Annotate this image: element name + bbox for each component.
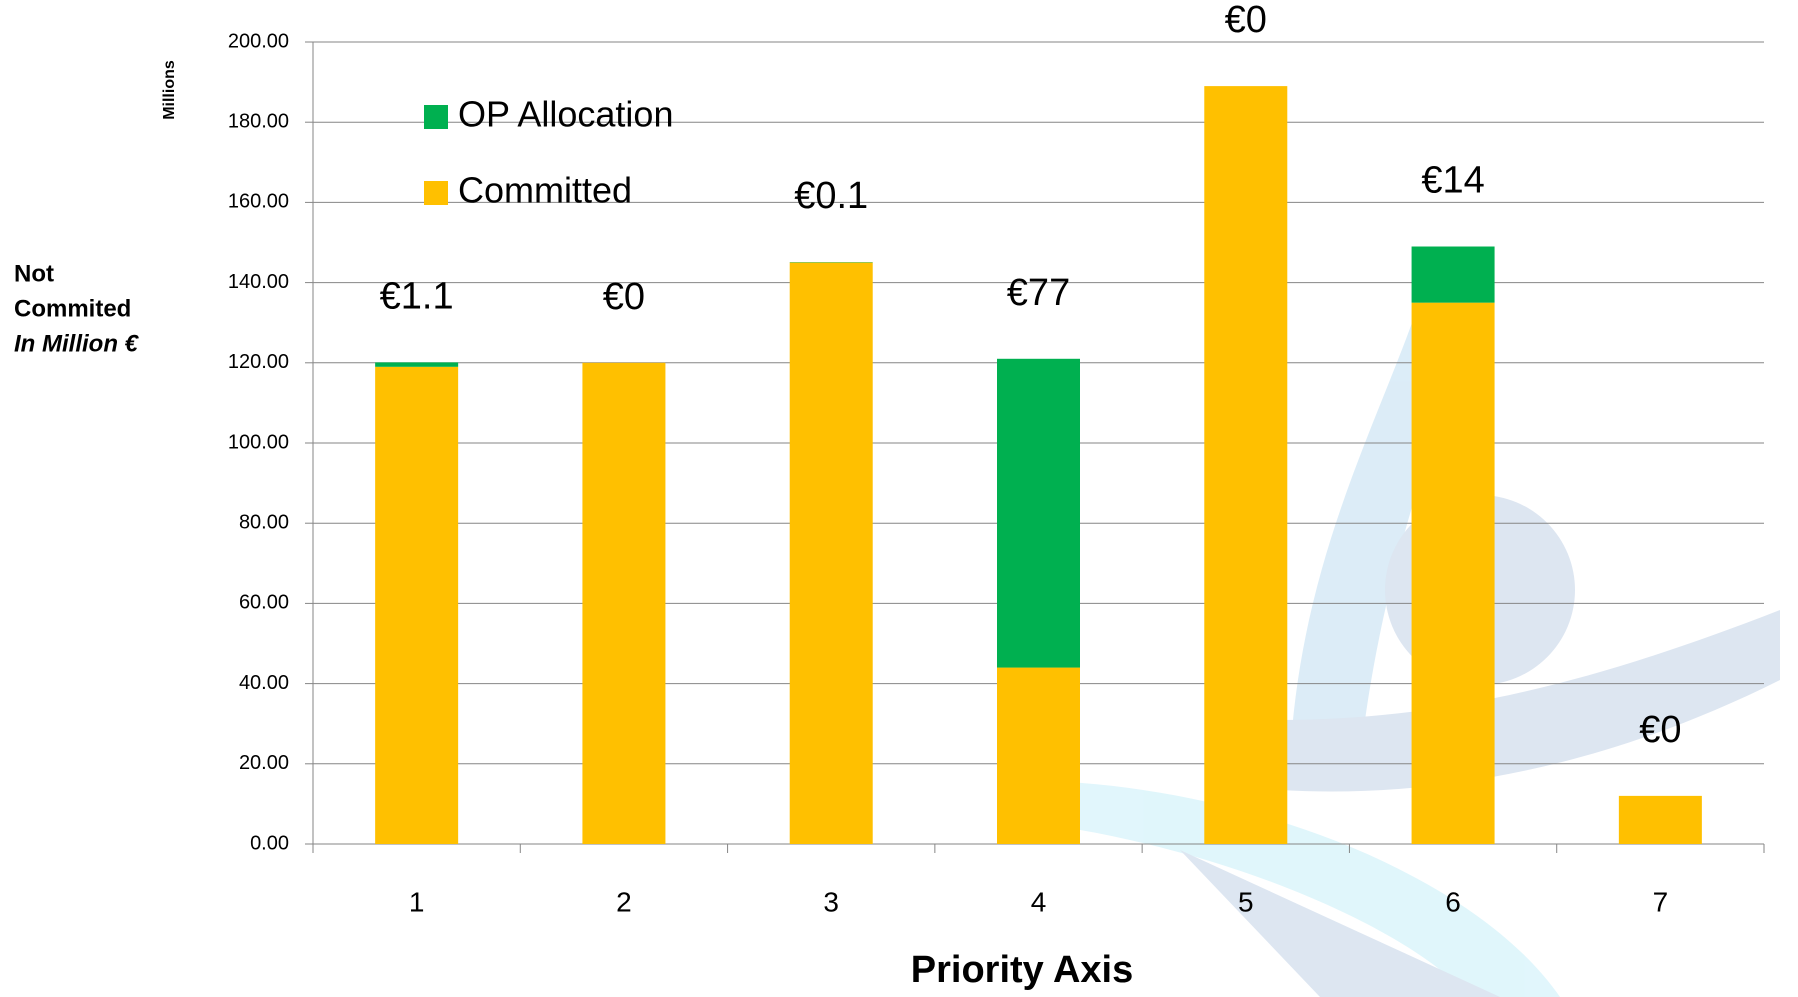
data-label: €77 bbox=[1007, 272, 1070, 314]
y-tick-label: 120.00 bbox=[228, 351, 289, 373]
y-label: Commited bbox=[14, 295, 131, 322]
y-tick-label: 180.00 bbox=[228, 110, 289, 132]
y-unit: Millions bbox=[161, 60, 178, 120]
y-tick-label: 160.00 bbox=[228, 191, 289, 213]
y-tick-label: 80.00 bbox=[239, 511, 289, 533]
x-tick-label: 2 bbox=[616, 886, 632, 917]
legend-label: OP Allocation bbox=[458, 94, 673, 135]
x-tick-label: 6 bbox=[1445, 886, 1461, 917]
y-tick-label: 20.00 bbox=[239, 752, 289, 774]
y-tick-label: 200.00 bbox=[228, 30, 289, 52]
x-tick-label: 7 bbox=[1653, 886, 1669, 917]
legend-swatch bbox=[424, 181, 448, 205]
data-label: €14 bbox=[1421, 160, 1484, 202]
y-tick-label: 140.00 bbox=[228, 271, 289, 293]
bar-segment bbox=[1411, 246, 1495, 303]
data-label: €0.1 bbox=[794, 175, 868, 217]
bar-segment bbox=[582, 362, 666, 844]
bar-segment bbox=[997, 358, 1080, 668]
bar-segment bbox=[997, 667, 1080, 844]
data-label: €1.1 bbox=[380, 275, 454, 317]
x-tick-label: 3 bbox=[823, 886, 839, 917]
x-tick-label: 1 bbox=[409, 886, 425, 917]
x-axis-title: Priority Axis bbox=[911, 949, 1133, 991]
x-tick-label: 4 bbox=[1031, 886, 1047, 917]
y-label-unit: In Million € bbox=[14, 330, 140, 357]
data-label: €0 bbox=[1639, 709, 1681, 751]
bar-segment bbox=[1618, 795, 1702, 844]
x-tick-label: 5 bbox=[1238, 886, 1254, 917]
data-label: €0 bbox=[1225, 0, 1267, 41]
legend-label: Committed bbox=[458, 170, 632, 211]
y-tick-label: 0.00 bbox=[250, 832, 289, 854]
y-label: Not bbox=[14, 260, 54, 287]
y-tick-label: 40.00 bbox=[239, 672, 289, 694]
bar-segment bbox=[1411, 302, 1495, 844]
bar-segment bbox=[1204, 86, 1288, 845]
bar-segment bbox=[789, 262, 873, 844]
y-tick-label: 100.00 bbox=[228, 431, 289, 453]
bar-segment bbox=[375, 362, 459, 367]
legend-swatch bbox=[424, 105, 448, 129]
data-label: €0 bbox=[603, 276, 645, 318]
bar-segment bbox=[375, 366, 459, 844]
y-tick-label: 60.00 bbox=[239, 592, 289, 614]
